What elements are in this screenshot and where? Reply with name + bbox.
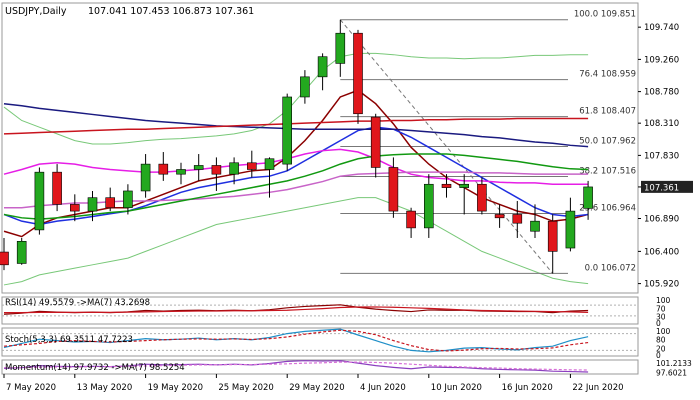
fib-level-label: 76.4 108.959 bbox=[579, 70, 636, 80]
bull-candle bbox=[140, 163, 151, 192]
momentum-y-label: 101.2133 bbox=[656, 359, 692, 368]
bear-candle bbox=[406, 210, 416, 229]
x-axis: 7 May 2020 13 May 2020 19 May 2020 25 May 2… bbox=[3, 374, 624, 393]
stochastic-title: Stoch(5,3,3) 69.3511 47.7223 bbox=[5, 335, 133, 345]
bull-candle bbox=[87, 197, 98, 212]
bear-candle bbox=[441, 183, 452, 188]
y-tick-label: 108.310 bbox=[644, 119, 679, 129]
stoch-d-line bbox=[3, 329, 589, 352]
rsi-y-label: 100 bbox=[656, 296, 671, 305]
fib-level-label: 38.2 107.516 bbox=[579, 166, 636, 176]
stochastic-y-label: 100 bbox=[656, 327, 671, 336]
rsi-y-label: 0 bbox=[656, 319, 661, 328]
x-tick-label: 13 May 2020 bbox=[77, 383, 132, 393]
bull-candle bbox=[583, 186, 593, 209]
y-tick-label: 106.890 bbox=[644, 214, 679, 224]
rsi-y-label: 30 bbox=[656, 313, 666, 322]
bull-candle bbox=[459, 183, 470, 188]
bull-candle bbox=[34, 171, 45, 231]
bear-candle bbox=[52, 171, 62, 205]
main-plot-frame bbox=[1, 2, 639, 294]
momentum-panel-frame bbox=[1, 359, 639, 375]
main-price-panel: 100.0 109.851 76.4 108.959 61.8 108.407 50.… bbox=[0, 2, 693, 294]
current-price-box bbox=[641, 180, 693, 193]
bear-candle bbox=[477, 183, 487, 212]
fib-level-label: 61.8 108.407 bbox=[579, 107, 636, 117]
bull-candle bbox=[282, 96, 293, 165]
stochastic-y-label: 80 bbox=[656, 336, 666, 345]
bull-candle bbox=[565, 210, 576, 249]
bear-candle bbox=[211, 165, 222, 175]
red-ma-line bbox=[3, 117, 589, 135]
bull-candle bbox=[530, 220, 540, 232]
x-tick-label: 25 May 2020 bbox=[218, 383, 273, 393]
x-tick-label: 29 May 2020 bbox=[289, 383, 344, 393]
bear-candle bbox=[370, 116, 381, 168]
bear-candle bbox=[158, 163, 169, 175]
bull-candle bbox=[423, 183, 434, 229]
chart-ohlc-label: 107.041 107.453 106.873 107.361 bbox=[88, 6, 254, 17]
fib-level-label: 50.0 107.962 bbox=[579, 137, 636, 147]
bull-candle bbox=[123, 190, 133, 209]
navy-ma-line bbox=[3, 102, 589, 148]
y-tick-label: 106.400 bbox=[644, 247, 679, 257]
bull-candle bbox=[317, 56, 328, 78]
blue-ma-line bbox=[3, 126, 589, 226]
violet-ma-line bbox=[4, 171, 589, 209]
stochastic-y-label: 20 bbox=[656, 344, 666, 353]
bull-candle bbox=[16, 241, 27, 264]
y-tick-label: 105.920 bbox=[644, 280, 679, 290]
x-tick-label: 4 Jun 2020 bbox=[360, 383, 406, 393]
bull-candle bbox=[193, 165, 204, 170]
x-tick-label: 10 Jun 2020 bbox=[431, 383, 482, 393]
indicator-panels: RSI(14) 49.5579 ->MA(7) 43.2698 10070300S… bbox=[1, 296, 692, 378]
bear-candle bbox=[105, 197, 115, 209]
rsi-panel-frame bbox=[1, 296, 639, 325]
dark-red-ma-line bbox=[3, 89, 589, 238]
x-tick-label: 16 Jun 2020 bbox=[502, 383, 553, 393]
fib-level-label: 23.6 106.964 bbox=[579, 204, 636, 214]
chart-symbol-label: USDJPY,Daily bbox=[5, 6, 67, 17]
bull-candle bbox=[300, 76, 310, 98]
bear-candle bbox=[0, 251, 9, 266]
stochastic-panel-frame bbox=[1, 327, 639, 357]
bear-candle bbox=[247, 162, 257, 170]
x-tick-label: 19 May 2020 bbox=[148, 383, 203, 393]
bear-candle bbox=[70, 204, 80, 212]
y-tick-label: 108.780 bbox=[644, 88, 679, 98]
bear-candle bbox=[547, 220, 558, 252]
bull-candle bbox=[264, 158, 275, 170]
rsi-title: RSI(14) 49.5579 ->MA(7) 43.2698 bbox=[5, 298, 150, 308]
rsi-ma-line bbox=[4, 306, 589, 314]
momentum-y-label: 97.6021 bbox=[656, 369, 687, 378]
bear-candle bbox=[494, 214, 505, 219]
current-price-label: 107.361 bbox=[644, 183, 679, 193]
bear-candle bbox=[512, 214, 523, 224]
y-tick-label: 109.740 bbox=[644, 23, 679, 33]
bear-candle bbox=[353, 32, 363, 115]
bull-candle bbox=[335, 32, 346, 64]
x-tick-label: 22 Jun 2020 bbox=[572, 383, 623, 393]
fib-level-label: 0.0 106.072 bbox=[585, 263, 636, 273]
magenta-ma-line bbox=[3, 148, 589, 185]
bull-candle bbox=[229, 162, 239, 175]
y-tick-label: 109.260 bbox=[644, 55, 679, 65]
bull-candle bbox=[176, 169, 186, 175]
fib-level-label: 100.0 109.851 bbox=[574, 10, 636, 20]
y-tick-label: 107.830 bbox=[644, 151, 679, 161]
momentum-ma-line bbox=[4, 361, 589, 371]
bollinger-upper-line bbox=[3, 52, 589, 145]
rsi-y-label: 70 bbox=[656, 304, 666, 313]
momentum-title: Momentum(14) 97.9732 ->MA(7) 98.5254 bbox=[5, 363, 185, 373]
bear-candle bbox=[388, 167, 399, 212]
x-tick-label: 7 May 2020 bbox=[6, 383, 56, 393]
bollinger-lower-line bbox=[3, 197, 589, 286]
green-ma-line bbox=[3, 153, 589, 220]
stochastic-y-label: 0 bbox=[656, 351, 661, 360]
